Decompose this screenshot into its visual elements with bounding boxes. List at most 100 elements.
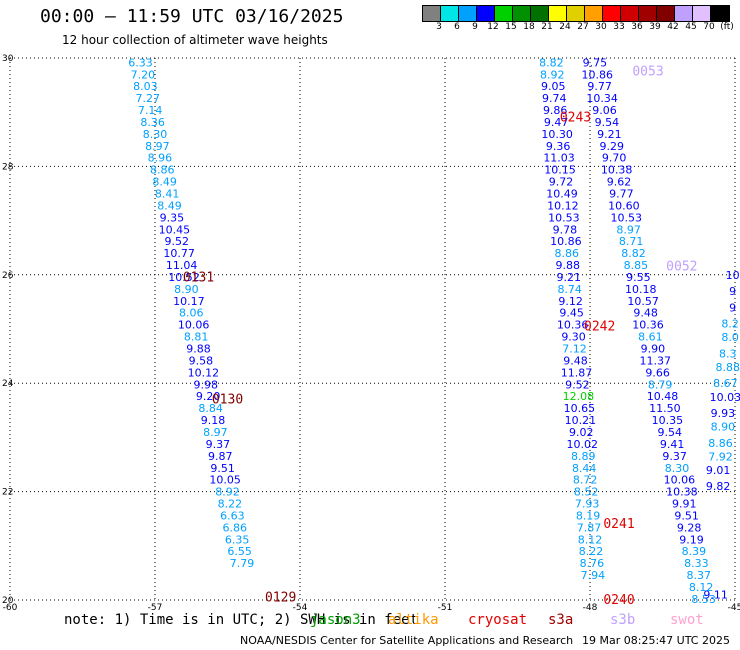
wave-height-value: 9.91 [672, 498, 697, 511]
colorbar-label: 70 [703, 22, 715, 32]
wave-height-value: 8.86 [555, 247, 580, 260]
wave-height-value: 8.61 [638, 331, 663, 344]
wave-height-value: 9.47 [544, 116, 569, 129]
wave-height-value: 10.05 [209, 474, 241, 487]
wave-height-value: 11.37 [640, 354, 672, 367]
wave-height-value: 9.21 [556, 271, 581, 284]
x-tick-label: -51 [438, 603, 453, 613]
y-tick-label: 20 [2, 596, 14, 606]
colorbar-swatch [495, 6, 513, 21]
colorbar-label: 27 [577, 22, 589, 32]
colorbar-label: 36 [631, 22, 643, 32]
wave-height-value: 9.54 [658, 426, 683, 439]
wave-height-value: 9.70 [602, 152, 627, 165]
wave-height-value: 9.02 [569, 426, 594, 439]
wave-height-value: 8.19 [576, 509, 601, 522]
wave-height-value: 10.30 [541, 128, 573, 141]
colorbar-swatch [531, 6, 549, 21]
wave-height-value: 7.87 [577, 521, 602, 534]
wave-height-value: 11.04 [166, 259, 198, 272]
wave-height-value: 9.35 [160, 211, 185, 224]
wave-height-value: 8.0 [721, 331, 739, 344]
wave-height-value: 10.34 [586, 92, 618, 105]
wave-height-value: 7.79 [230, 557, 255, 570]
wave-height-value: 8.92 [540, 68, 565, 81]
wave-height-value: 10.21 [565, 414, 597, 427]
wave-height-value: 10.53 [548, 211, 580, 224]
colorbar-label: 30 [595, 22, 607, 32]
wave-height-value: 9.48 [563, 354, 588, 367]
colorbar-swatch [477, 6, 495, 21]
satellite-legend-swot: swot [670, 612, 704, 628]
colorbar-label: 12 [487, 22, 499, 32]
wave-height-value: 8.97 [145, 140, 170, 153]
wave-height-value: 10.45 [159, 223, 191, 236]
wave-height-value: 9.30 [561, 331, 586, 344]
wave-height-value: 9.29 [600, 140, 625, 153]
wave-height-value: 10.48 [647, 390, 679, 403]
wave-height-value: 7.92 [708, 450, 733, 463]
wave-height-value: 9.36 [546, 140, 571, 153]
wave-height-value: 9.01 [706, 464, 731, 477]
wave-height-value: 8.03 [133, 80, 158, 93]
wave-height-value: 6.55 [227, 545, 252, 558]
wave-height-value: 8.30 [143, 128, 168, 141]
wave-height-value: 9.90 [641, 343, 666, 356]
pass-label: 0129 [265, 590, 296, 605]
wave-height-value: 11.50 [649, 402, 681, 415]
colorbar-swatch [675, 6, 693, 21]
colorbar-swatch [567, 6, 585, 21]
wave-height-value: 8.53 [691, 593, 716, 606]
wave-height-value: 8.76 [580, 557, 605, 570]
footer-credit: NOAA/NESDIS Center for Satellite Applica… [240, 634, 574, 647]
colorbar-swatch [603, 6, 621, 21]
colorbar-legend [422, 5, 730, 22]
colorbar-label: 15 [505, 22, 517, 32]
wave-height-value: 7.94 [581, 569, 606, 582]
wave-height-value: 12.08 [563, 390, 595, 403]
colorbar-swatch [711, 6, 729, 21]
wave-height-value: 11.87 [561, 366, 593, 379]
wave-height-value: 9.20 [196, 390, 221, 403]
wave-height-value: 7.20 [131, 68, 156, 81]
wave-height-value: 8.44 [572, 462, 597, 475]
wave-height-value: 8.06 [179, 307, 204, 320]
colorbar-label: 9 [472, 22, 478, 32]
wave-height-value: 6.35 [225, 533, 250, 546]
y-tick-label: 22 [2, 488, 13, 498]
wave-height-value: 9.72 [549, 176, 574, 189]
wave-height-value: 8.81 [184, 331, 209, 344]
wave-height-value: 10.38 [666, 486, 698, 499]
colorbar-label: 45 [685, 22, 697, 32]
wave-height-value: 10.65 [564, 402, 596, 415]
wave-height-value: 9.88 [556, 259, 581, 272]
chart-subtitle: 12 hour collection of altimeter wave hei… [62, 33, 328, 47]
wave-height-value: 9.55 [626, 271, 651, 284]
pass-label: 0240 [603, 593, 634, 608]
wave-height-value: 9.77 [587, 80, 612, 93]
wave-height-value: 11.03 [543, 152, 575, 165]
wave-height-value: 10 [726, 269, 740, 282]
wave-height-value: 9.58 [189, 354, 214, 367]
wave-height-value: 10.06 [178, 319, 210, 332]
wave-height-value: 10.60 [608, 199, 640, 212]
note-bar: note: 1) Time is in UTC; 2) SWH is in fe… [64, 612, 704, 628]
wave-height-value: 8.85 [624, 259, 649, 272]
wave-height-value: 8.12 [689, 581, 714, 594]
colorbar-label: 24 [559, 22, 571, 32]
wave-height-value: 9.51 [674, 509, 699, 522]
wave-height-value: 9.41 [660, 438, 685, 451]
wave-height-value: 10.86 [582, 68, 614, 81]
wave-height-value: 8.72 [573, 474, 598, 487]
colorbar-label: 42 [667, 22, 679, 32]
wave-height-value: 10.02 [567, 438, 599, 451]
wave-height-value: 8.86 [708, 437, 733, 450]
wave-height-value: 9.21 [597, 128, 622, 141]
wave-height-value: 10.52 [168, 271, 200, 284]
pass-label: 0241 [603, 517, 634, 532]
wave-height-value: 7.12 [562, 343, 587, 356]
wave-height-value: 6.86 [223, 521, 248, 534]
wave-height-value: 8.36 [140, 116, 165, 129]
wave-height-value: 9 [729, 301, 736, 314]
